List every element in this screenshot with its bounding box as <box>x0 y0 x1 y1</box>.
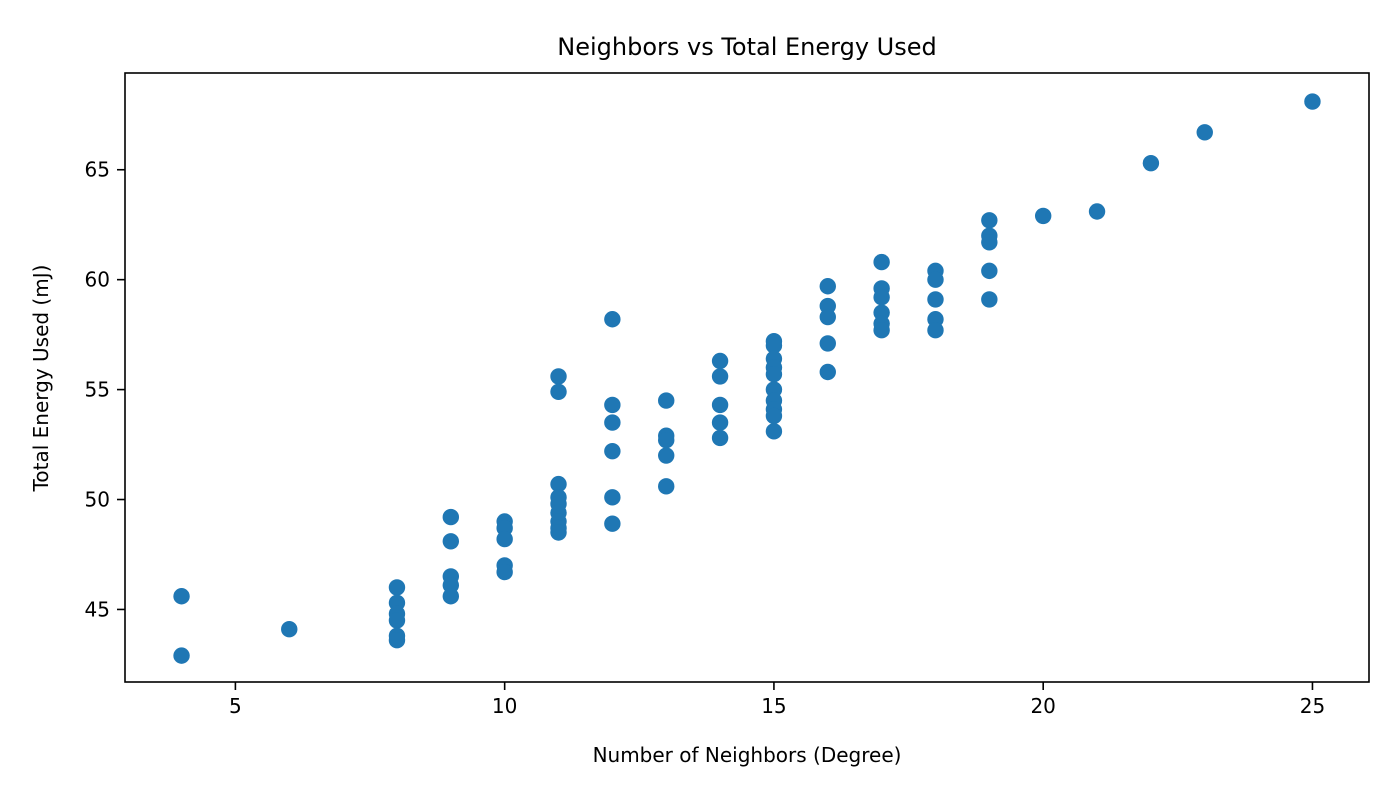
data-point <box>388 579 406 596</box>
data-point <box>604 442 621 460</box>
data-point <box>765 366 783 383</box>
data-point <box>442 508 460 526</box>
data-point <box>1034 207 1052 225</box>
data-point <box>173 647 190 664</box>
data-point <box>658 447 675 464</box>
data-point <box>765 423 783 440</box>
x-tick-label: 5 <box>229 694 242 718</box>
data-point <box>658 431 675 449</box>
data-point <box>873 322 890 339</box>
data-point <box>658 392 675 409</box>
data-point <box>927 322 944 339</box>
data-point <box>604 489 621 506</box>
chart-title: Neighbors vs Total Energy Used <box>557 33 937 61</box>
data-point <box>981 262 998 280</box>
data-point <box>604 396 621 414</box>
data-point <box>765 407 783 425</box>
y-axis-label: Total Energy Used (mJ) <box>29 265 53 493</box>
data-point <box>711 352 729 370</box>
x-axis: 5 10 15 20 25 <box>229 682 1325 718</box>
data-point <box>819 335 836 352</box>
data-point <box>711 396 729 414</box>
data-point <box>711 368 729 385</box>
data-point <box>281 621 298 638</box>
data-point <box>550 475 567 493</box>
data-point <box>819 308 836 326</box>
data-point <box>1142 154 1160 172</box>
data-point <box>819 278 836 295</box>
data-point <box>711 429 729 447</box>
y-tick-label: 45 <box>85 597 110 621</box>
data-point <box>765 337 783 354</box>
data-point <box>927 291 944 308</box>
data-point <box>604 515 621 532</box>
data-point <box>550 524 567 541</box>
plot-frame <box>124 72 1370 683</box>
data-point <box>388 612 406 629</box>
data-point <box>819 363 836 381</box>
data-point <box>442 588 460 605</box>
x-tick-label: 20 <box>1030 694 1055 718</box>
x-tick-label: 25 <box>1300 694 1325 718</box>
y-tick-label: 65 <box>85 158 110 182</box>
data-point <box>173 588 190 605</box>
x-tick-label: 10 <box>492 694 517 718</box>
data-point <box>711 414 729 431</box>
data-point <box>550 368 567 385</box>
data-point <box>873 289 890 306</box>
data-point <box>981 234 998 251</box>
y-tick-label: 55 <box>85 378 110 402</box>
data-point <box>658 478 675 495</box>
y-axis: 45 50 55 60 65 <box>85 158 125 621</box>
data-point <box>1088 203 1106 220</box>
data-point <box>442 533 460 550</box>
data-point <box>496 563 513 581</box>
data-point <box>496 530 513 548</box>
data-point <box>388 632 406 649</box>
x-tick-label: 15 <box>761 694 786 718</box>
data-point <box>981 212 998 229</box>
data-point <box>873 253 890 271</box>
y-tick-label: 60 <box>85 268 110 292</box>
data-point <box>981 291 998 308</box>
data-point <box>604 414 621 431</box>
data-point <box>1304 93 1321 110</box>
y-tick-label: 50 <box>85 488 110 512</box>
points-layer <box>173 93 1321 664</box>
data-point <box>604 311 621 328</box>
data-point <box>1196 124 1213 141</box>
data-point <box>550 383 567 400</box>
data-point <box>927 271 944 288</box>
x-axis-label: Number of Neighbors (Degree) <box>593 743 902 767</box>
